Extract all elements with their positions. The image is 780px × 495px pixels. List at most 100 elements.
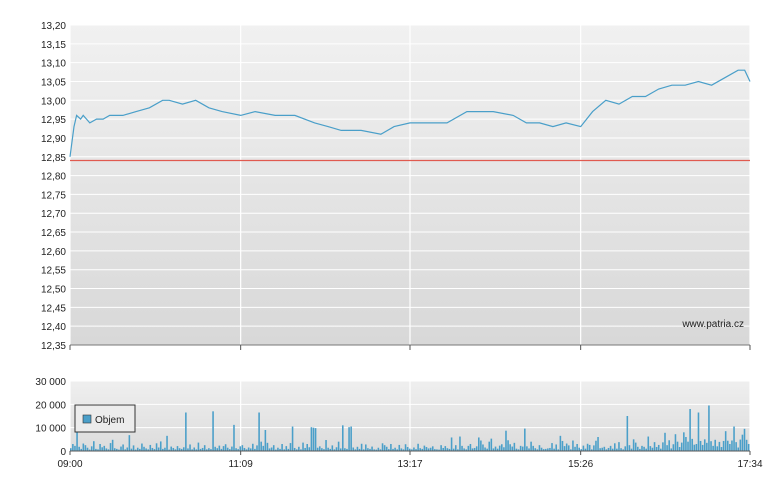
volume-bar <box>471 448 474 451</box>
volume-bar <box>70 448 72 451</box>
volume-bar <box>149 444 152 451</box>
volume-bar <box>155 443 158 451</box>
volume-bar <box>664 432 666 451</box>
volume-bar <box>180 448 183 451</box>
volume-bar <box>653 442 656 451</box>
volume-bar <box>641 445 643 451</box>
volume-bar <box>517 449 520 451</box>
volume-bar <box>553 448 555 451</box>
volume-bar <box>406 447 409 451</box>
volume-bar <box>498 445 501 451</box>
volume-bar <box>547 448 549 451</box>
volume-bar <box>473 447 476 451</box>
x-tick-label: 11:09 <box>229 459 254 470</box>
volume-bar <box>82 443 85 451</box>
volume-bar <box>97 449 99 451</box>
volume-bar <box>572 440 574 451</box>
volume-bar <box>235 448 237 451</box>
price-y-tick-label: 13,00 <box>41 96 66 107</box>
volume-bar <box>398 444 401 451</box>
volume-bar <box>605 449 608 451</box>
volume-bar <box>264 430 267 451</box>
volume-bar <box>74 445 76 451</box>
volume-bar <box>314 428 317 451</box>
volume-bar <box>404 444 407 451</box>
volume-bar <box>542 449 545 451</box>
volume-bar <box>344 448 346 451</box>
volume-bar <box>86 447 89 451</box>
volume-bar <box>241 445 244 451</box>
volume-bar <box>526 446 528 451</box>
volume-bar <box>356 446 359 451</box>
price-y-tick-label: 12,40 <box>41 322 66 333</box>
volume-bar <box>714 439 716 451</box>
volume-bar <box>302 442 304 451</box>
volume-bar <box>195 449 198 451</box>
volume-bar <box>392 448 394 451</box>
volume-bar <box>279 448 281 451</box>
volume-bar <box>567 445 570 451</box>
volume-bar <box>726 440 729 451</box>
volume-bar <box>151 447 154 451</box>
volume-bar <box>95 448 97 451</box>
volume-bar <box>237 449 239 451</box>
volume-bar <box>586 443 589 451</box>
volume-bar <box>620 448 622 451</box>
volume-bar <box>639 448 641 451</box>
volume-bar <box>429 447 432 451</box>
volume-bar <box>80 448 83 451</box>
volume-bar <box>335 447 338 451</box>
volume-bar <box>609 445 612 451</box>
volume-bar <box>352 447 355 451</box>
volume-bar <box>720 447 723 451</box>
volume-bar <box>448 448 451 451</box>
volume-bar <box>731 440 733 451</box>
volume-bar <box>511 446 514 451</box>
volume-bar <box>599 448 601 451</box>
volume-bar <box>576 444 578 451</box>
volume-bar <box>189 444 191 451</box>
volume-bar <box>316 447 319 451</box>
volume-bar <box>574 446 576 451</box>
volume-bar <box>293 447 296 451</box>
volume-bar <box>683 432 685 451</box>
volume-bar <box>461 445 463 451</box>
volume-bar <box>701 444 704 451</box>
volume-bar <box>239 446 242 451</box>
volume-bar <box>166 435 168 451</box>
volume-y-tick-label: 10 000 <box>35 424 66 435</box>
volume-bar <box>737 447 740 451</box>
volume-bar <box>415 449 417 451</box>
volume-bar <box>408 448 411 451</box>
volume-bar <box>703 439 706 451</box>
volume-bar <box>249 448 252 451</box>
price-y-tick-label: 12,90 <box>41 134 66 145</box>
volume-bar <box>463 448 465 451</box>
volume-bar <box>503 447 505 451</box>
volume-bar <box>287 448 290 451</box>
volume-bar <box>214 446 216 451</box>
volume-bar <box>660 448 662 451</box>
volume-bar <box>427 448 430 451</box>
volume-bar <box>312 427 315 451</box>
volume-bar <box>611 448 614 451</box>
volume-bar <box>291 426 294 451</box>
volume-bar <box>452 448 455 451</box>
volume-bar <box>203 445 206 451</box>
volume-bar <box>668 440 670 451</box>
volume-bar <box>565 443 568 451</box>
volume-bar <box>532 445 534 451</box>
x-tick-label: 17:34 <box>737 459 762 470</box>
volume-bar <box>306 444 308 451</box>
volume-bar <box>557 449 560 451</box>
volume-bar <box>486 448 488 451</box>
volume-bar <box>637 446 639 451</box>
volume-bar <box>206 449 208 451</box>
price-y-tick-label: 12,75 <box>41 190 66 201</box>
volume-bar <box>275 449 277 451</box>
volume-bar <box>423 445 426 451</box>
volume-bar <box>381 443 384 451</box>
volume-bar <box>220 448 223 451</box>
volume-bar <box>528 448 530 451</box>
price-y-tick-label: 12,65 <box>41 228 66 239</box>
